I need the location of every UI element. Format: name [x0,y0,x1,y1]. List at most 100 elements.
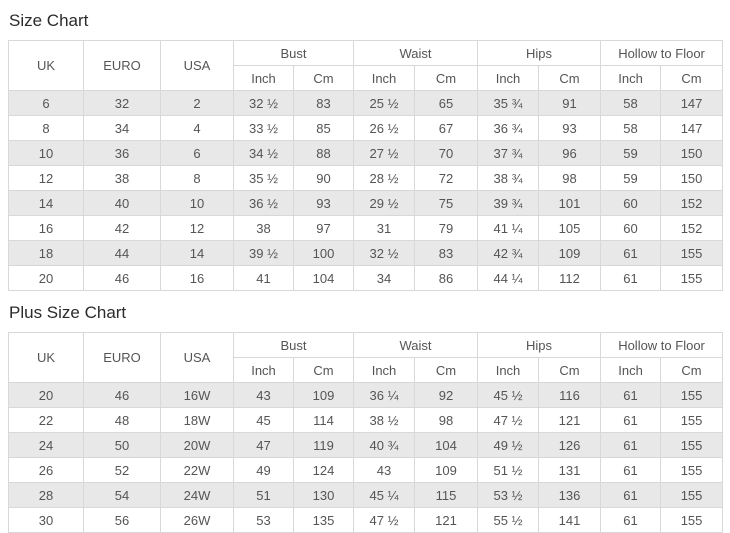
table-cell: 38 [83,165,161,191]
table-cell: 79 [414,215,479,241]
table-cell: 91 [538,90,602,116]
table-cell: 56 [83,507,161,533]
table-cell: 39 ¾ [477,190,540,216]
table-cell: 155 [660,457,724,483]
table-cell: 50 [83,432,161,458]
table-row: 28 54 24W 51 130 45 ¼ 115 53 ½ 136 61 155 [8,482,724,508]
table-cell: 32 ½ [353,240,416,266]
col-header-bust: Bust [232,40,355,66]
table-row: 30 56 26W 53 135 47 ½ 121 55 ½ 141 61 155 [8,507,724,533]
col-header-uk: UK [8,332,84,383]
col-header-hollow-inch: Inch [600,357,662,383]
table-cell: 152 [660,190,724,216]
table-cell: 42 ¾ [477,240,540,266]
table-cell: 109 [414,457,479,483]
table-cell: 130 [292,482,355,508]
col-header-waist-cm: Cm [414,357,479,383]
table-cell: 29 ½ [353,190,416,216]
col-header-bust-inch: Inch [233,65,294,91]
table-row: 22 48 18W 45 114 38 ½ 98 47 ½ 121 61 155 [8,407,724,433]
col-header-waist-inch: Inch [353,357,416,383]
table-row: 8 34 4 33 ½ 85 26 ½ 67 36 ¾ 93 58 147 [8,115,724,141]
size-chart-table-body: 6 32 2 32 ½ 83 25 ½ 65 35 ¾ 91 58 147 8 34 4 33 ½ 85 26 … [8,90,724,291]
table-cell: 49 ½ [477,432,540,458]
table-cell: 55 ½ [477,507,540,533]
table-cell: 40 [83,190,161,216]
table-cell: 86 [414,265,479,291]
table-cell: 8 [160,165,234,191]
table-cell: 45 [233,407,294,433]
table-cell: 32 ½ [233,90,294,116]
table-cell: 46 [83,265,161,291]
table-cell: 104 [292,265,355,291]
table-cell: 6 [160,140,234,166]
table-cell: 155 [660,407,724,433]
table-cell: 83 [414,240,479,266]
table-cell: 61 [600,457,662,483]
table-cell: 114 [292,407,355,433]
table-cell: 38 ½ [353,407,416,433]
header-unit-row: Inch Cm Inch Cm Inch Cm Inch Cm [9,65,724,91]
table-cell: 60 [600,215,662,241]
table-cell: 155 [660,482,724,508]
table-cell: 44 [83,240,161,266]
table-cell: 27 ½ [353,140,416,166]
table-cell: 16 [160,265,234,291]
table-cell: 12 [160,215,234,241]
table-cell: 58 [600,115,662,141]
table-cell: 155 [660,240,724,266]
table-cell: 48 [83,407,161,433]
col-header-hips-inch: Inch [477,65,540,91]
col-header-waist-inch: Inch [353,65,416,91]
table-cell: 92 [414,382,479,408]
table-cell: 61 [600,482,662,508]
col-header-hollow-to-floor: Hollow to Floor [600,40,724,66]
table-cell: 155 [660,432,724,458]
table-row: 14 40 10 36 ½ 93 29 ½ 75 39 ¾ 101 60 152 [8,190,724,216]
col-header-hollow-inch: Inch [600,65,662,91]
header-group-row: UK EURO USA Bust Waist Hips Hollow to Fl… [8,40,724,91]
table-cell: 109 [538,240,602,266]
table-cell: 43 [353,457,416,483]
table-cell: 124 [292,457,355,483]
table-cell: 126 [538,432,602,458]
table-cell: 100 [292,240,355,266]
table-cell: 12 [8,165,84,191]
table-cell: 16 [8,215,84,241]
plus-size-chart-table: UK EURO USA Bust Waist Hips Hollow to Fl… [8,332,724,533]
table-cell: 20W [160,432,234,458]
table-cell: 72 [414,165,479,191]
table-cell: 104 [414,432,479,458]
table-cell: 49 [233,457,294,483]
table-cell: 155 [660,507,724,533]
table-cell: 40 ¾ [353,432,416,458]
table-cell: 93 [538,115,602,141]
table-cell: 51 [233,482,294,508]
table-cell: 14 [8,190,84,216]
table-cell: 30 [8,507,84,533]
table-cell: 97 [292,215,355,241]
table-cell: 105 [538,215,602,241]
table-cell: 61 [600,407,662,433]
table-cell: 67 [414,115,479,141]
table-cell: 26 [8,457,84,483]
table-cell: 18W [160,407,234,433]
table-cell: 61 [600,240,662,266]
table-cell: 18 [8,240,84,266]
table-cell: 2 [160,90,234,116]
col-header-bust: Bust [232,332,355,358]
table-cell: 8 [8,115,84,141]
table-cell: 131 [538,457,602,483]
table-cell: 4 [160,115,234,141]
table-cell: 33 ½ [233,115,294,141]
table-row: 16 42 12 38 97 31 79 41 ¼ 105 60 152 [8,215,724,241]
table-cell: 98 [414,407,479,433]
table-cell: 135 [292,507,355,533]
table-cell: 35 ¾ [477,90,540,116]
table-row: 10 36 6 34 ½ 88 27 ½ 70 37 ¾ 96 59 150 [8,140,724,166]
table-cell: 59 [600,140,662,166]
table-cell: 116 [538,382,602,408]
table-row: 20 46 16 41 104 34 86 44 ¼ 112 61 155 [8,265,724,291]
col-header-hollow-cm: Cm [660,65,724,91]
